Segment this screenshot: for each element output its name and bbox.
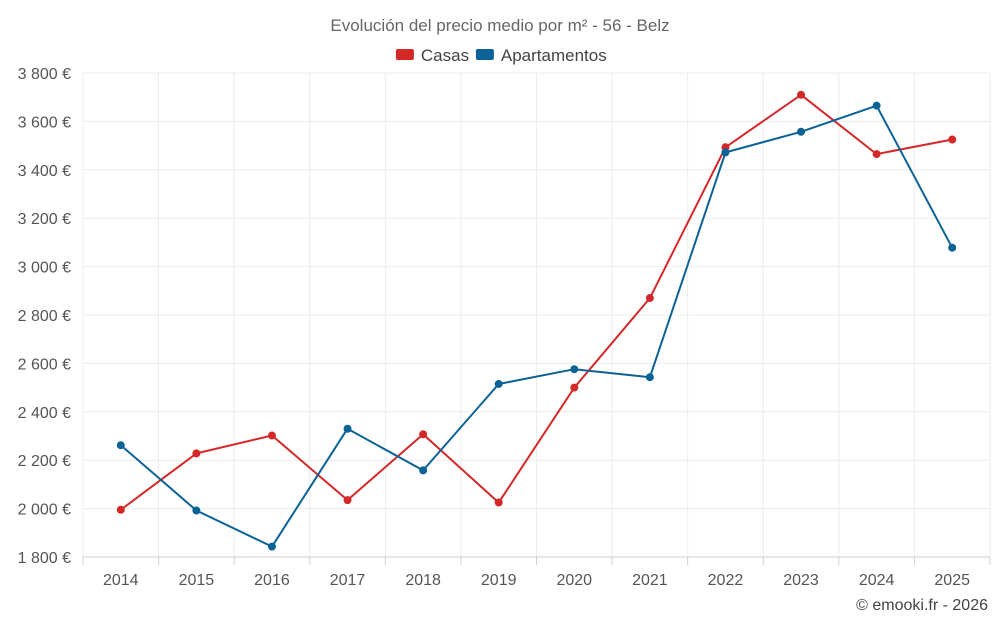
data-point-apartamentos[interactable] bbox=[419, 466, 428, 475]
data-point-casas[interactable] bbox=[645, 294, 654, 303]
data-point-casas[interactable] bbox=[948, 135, 957, 144]
chart-title: Evolución del precio medio por m² - 56 -… bbox=[330, 16, 669, 35]
legend-label: Casas bbox=[421, 46, 469, 65]
series-casas[interactable] bbox=[116, 90, 957, 514]
data-point-casas[interactable] bbox=[116, 505, 125, 514]
data-point-apartamentos[interactable] bbox=[343, 424, 352, 433]
data-point-apartamentos[interactable] bbox=[192, 506, 201, 515]
data-point-casas[interactable] bbox=[192, 449, 201, 458]
data-point-apartamentos[interactable] bbox=[872, 101, 881, 110]
x-tick-label: 2021 bbox=[632, 572, 668, 589]
grid bbox=[82, 72, 991, 557]
data-point-apartamentos[interactable] bbox=[948, 243, 957, 252]
data-point-casas[interactable] bbox=[872, 150, 881, 159]
data-point-apartamentos[interactable] bbox=[494, 379, 503, 388]
x-tick-label: 2024 bbox=[859, 572, 895, 589]
data-point-apartamentos[interactable] bbox=[570, 365, 579, 374]
series-line-apartamentos bbox=[120, 104, 954, 548]
x-tick-label: 2025 bbox=[934, 572, 970, 589]
legend-swatch bbox=[475, 49, 494, 60]
x-tick-label: 2023 bbox=[783, 572, 819, 589]
data-point-apartamentos[interactable] bbox=[267, 542, 276, 551]
legend[interactable]: Casas Apartamentos bbox=[395, 46, 607, 65]
data-point-apartamentos[interactable] bbox=[116, 441, 125, 450]
x-tick-label: 2017 bbox=[330, 572, 366, 589]
y-tick-label: 3 200 € bbox=[18, 211, 71, 228]
credit-text: © emooki.fr - 2026 bbox=[856, 597, 988, 614]
y-tick-label: 3 400 € bbox=[18, 163, 71, 180]
data-point-apartamentos[interactable] bbox=[721, 148, 730, 157]
y-tick-label: 1 800 € bbox=[18, 550, 71, 567]
x-tick-label: 2018 bbox=[405, 572, 441, 589]
data-point-casas[interactable] bbox=[267, 431, 276, 440]
x-tick-label: 2019 bbox=[481, 572, 517, 589]
y-tick-label: 2 800 € bbox=[18, 308, 71, 325]
y-tick-label: 3 600 € bbox=[18, 114, 71, 131]
y-axis: 1 800 € 2 000 € 2 200 € 2 400 € 2 600 € 2 800… bbox=[18, 66, 71, 567]
x-tick-label: 2014 bbox=[103, 572, 139, 589]
data-point-casas[interactable] bbox=[494, 498, 503, 507]
x-tick-label: 2020 bbox=[556, 572, 592, 589]
series-apartamentos[interactable] bbox=[116, 101, 957, 551]
data-point-casas[interactable] bbox=[797, 90, 806, 99]
x-tick-label: 2016 bbox=[254, 572, 290, 589]
y-tick-label: 3 800 € bbox=[18, 66, 71, 83]
series-group bbox=[116, 90, 957, 551]
y-tick-label: 2 200 € bbox=[18, 453, 71, 470]
y-tick-label: 2 400 € bbox=[18, 405, 71, 422]
y-tick-label: 2 600 € bbox=[18, 356, 71, 373]
data-point-apartamentos[interactable] bbox=[645, 373, 654, 382]
data-point-casas[interactable] bbox=[343, 496, 352, 505]
y-tick-label: 3 000 € bbox=[18, 260, 71, 277]
series-line-casas bbox=[120, 93, 953, 511]
x-tick-label: 2015 bbox=[179, 572, 215, 589]
x-tick-label: 2022 bbox=[708, 572, 744, 589]
legend-item-casas[interactable]: Casas bbox=[395, 46, 469, 65]
y-tick-label: 2 000 € bbox=[18, 502, 71, 519]
legend-swatch bbox=[395, 49, 414, 60]
data-point-casas[interactable] bbox=[419, 430, 428, 439]
x-axis: 2014 2015 2016 2017 2018 2019 2020 2021 2022 2023… bbox=[82, 556, 991, 589]
data-point-apartamentos[interactable] bbox=[797, 127, 806, 136]
legend-label: Apartamentos bbox=[501, 46, 607, 65]
data-point-casas[interactable] bbox=[570, 383, 579, 392]
legend-item-apartamentos[interactable]: Apartamentos bbox=[475, 46, 607, 65]
